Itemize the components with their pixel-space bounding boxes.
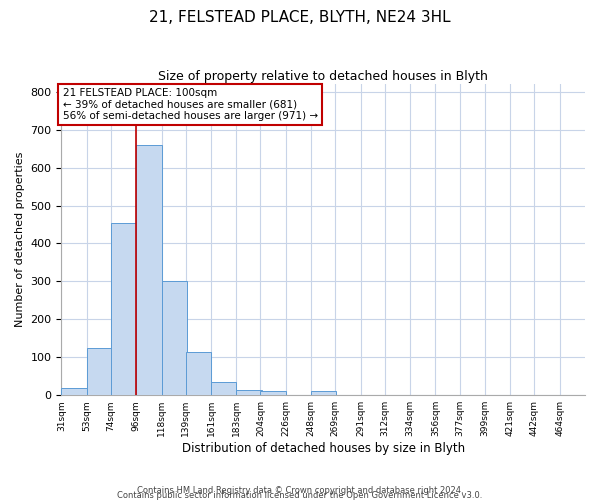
Bar [260,392,286,395]
Bar [61,388,87,395]
Text: Contains public sector information licensed under the Open Government Licence v3: Contains public sector information licen… [118,490,482,500]
Bar [211,382,236,395]
Bar [161,282,187,395]
Bar [311,392,337,395]
Bar [136,145,161,395]
Y-axis label: Number of detached properties: Number of detached properties [15,152,25,328]
Bar [185,352,211,395]
Title: Size of property relative to detached houses in Blyth: Size of property relative to detached ho… [158,70,488,83]
Text: 21 FELSTEAD PLACE: 100sqm
← 39% of detached houses are smaller (681)
56% of semi: 21 FELSTEAD PLACE: 100sqm ← 39% of detac… [62,88,317,121]
X-axis label: Distribution of detached houses by size in Blyth: Distribution of detached houses by size … [182,442,465,455]
Bar [87,348,112,395]
Text: Contains HM Land Registry data © Crown copyright and database right 2024.: Contains HM Land Registry data © Crown c… [137,486,463,495]
Bar [236,390,262,395]
Text: 21, FELSTEAD PLACE, BLYTH, NE24 3HL: 21, FELSTEAD PLACE, BLYTH, NE24 3HL [149,10,451,25]
Bar [111,222,136,395]
